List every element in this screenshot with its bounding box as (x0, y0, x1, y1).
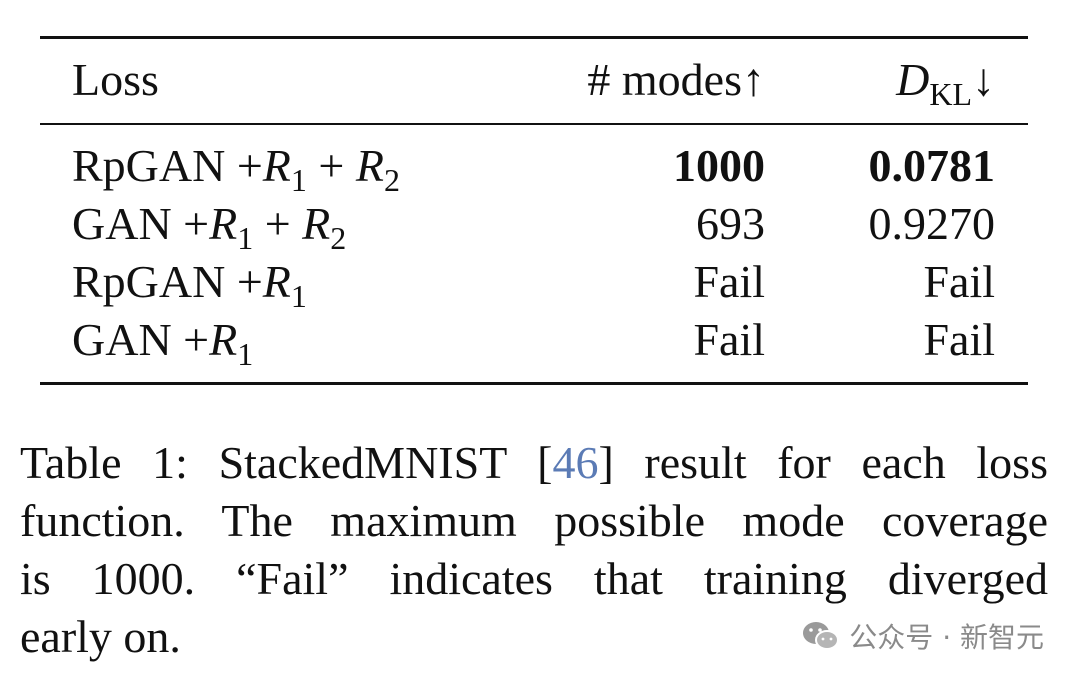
text-piece: R (262, 140, 291, 191)
loss-cell: GAN +R1 (72, 311, 253, 373)
header-cell: DKL↓ (896, 51, 995, 113)
text-piece: 1 (237, 336, 254, 372)
modes-cell: Fail (693, 314, 765, 365)
text-piece: R (355, 140, 384, 191)
dkl-cell: Fail (923, 256, 995, 307)
bottom-rule (40, 382, 1028, 385)
mid-rule (40, 123, 1028, 125)
text-piece: 1 (237, 220, 254, 256)
modes-cell: 693 (696, 198, 765, 249)
text-piece: KL (929, 76, 972, 112)
text-piece: R (262, 256, 291, 307)
text-piece: 2 (330, 220, 347, 256)
text-piece: # modes↑ (587, 54, 765, 105)
caption-text: ] result for each loss (598, 437, 1048, 488)
caption-line: is 1000. “Fail” indicates that training … (20, 550, 1048, 608)
caption-line: early on. (20, 608, 1048, 666)
caption-text: Table 1: StackedMNIST [ (20, 437, 553, 488)
wechat-icon (803, 622, 840, 650)
text-piece: GAN + (72, 198, 210, 249)
header-cell: # modes↑ (587, 51, 765, 109)
caption-line: function. The maximum possible mode cove… (20, 492, 1048, 550)
caption-line: Table 1: StackedMNIST [46] result for ea… (20, 434, 1048, 492)
text-piece: RpGAN + (72, 140, 263, 191)
watermark-text: 公众号 · 新智元 (849, 621, 1044, 654)
text-piece: 2 (383, 162, 400, 198)
text-piece: ↓ (972, 54, 995, 105)
header-cell: Loss (72, 51, 159, 109)
modes-cell: 1000 (673, 140, 765, 191)
citation-link: 46 (552, 437, 599, 488)
caption-text: early on. (20, 611, 181, 662)
text-piece: + (306, 140, 356, 191)
loss-cell: GAN +R1 + R2 (72, 195, 346, 257)
text-piece: R (209, 314, 238, 365)
caption-text: is 1000. “Fail” indicates that training … (20, 553, 1048, 604)
text-piece: 1 (290, 162, 307, 198)
text-piece: RpGAN + (72, 256, 263, 307)
top-rule (40, 36, 1028, 39)
text-piece: GAN + (72, 314, 210, 365)
loss-cell: RpGAN +R1 + R2 (72, 137, 400, 199)
dkl-cell: 0.0781 (868, 140, 996, 191)
loss-cell: RpGAN +R1 (72, 253, 307, 315)
text-piece: D (896, 54, 930, 105)
watermark: 公众号 · 新智元 (801, 616, 1044, 656)
text-piece: R (209, 198, 238, 249)
dkl-cell: Fail (923, 314, 995, 365)
text-piece: Loss (72, 54, 159, 105)
text-piece: 1 (290, 278, 307, 314)
caption-text: function. The maximum possible mode cove… (20, 495, 1048, 546)
text-piece: R (302, 198, 331, 249)
dkl-cell: 0.9270 (868, 198, 996, 249)
text-piece: + (253, 198, 303, 249)
modes-cell: Fail (693, 256, 765, 307)
